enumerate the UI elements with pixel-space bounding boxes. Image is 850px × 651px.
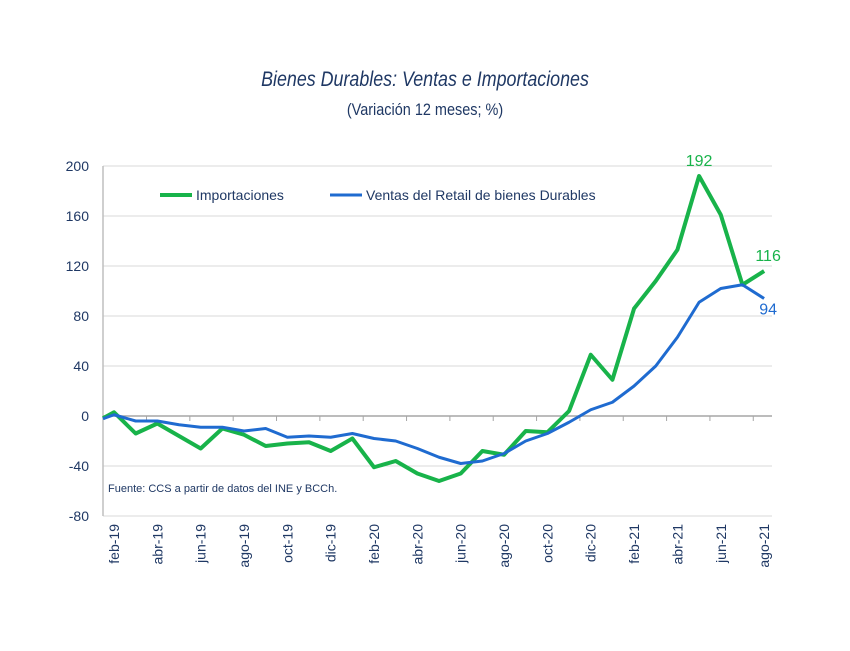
series-line-ventas-retail: [102, 283, 765, 465]
data-label: 192: [686, 153, 713, 170]
x-tick-label: jun-19: [193, 524, 209, 564]
data-label: 94: [759, 302, 777, 319]
y-tick-label: 80: [73, 308, 89, 324]
x-tick-label: feb-21: [626, 524, 642, 564]
x-tick-label: ago-20: [496, 524, 512, 568]
y-tick-label: 120: [66, 258, 90, 274]
x-tick-label: abr-19: [149, 524, 165, 565]
x-tick-label: dic-19: [323, 524, 339, 562]
x-tick-label: oct-20: [539, 524, 555, 563]
x-tick-label: ago-19: [236, 524, 252, 568]
x-tick-label: ago-21: [756, 524, 772, 568]
x-tick-label: jun-20: [453, 524, 469, 564]
y-tick-label: 160: [66, 208, 90, 224]
y-tick-label: 40: [73, 358, 89, 374]
source-note: Fuente: CCS a partir de datos del INE y …: [108, 483, 337, 495]
x-tick-label: oct-19: [279, 524, 295, 563]
x-tick-label: feb-20: [366, 524, 382, 564]
y-tick-label: 0: [81, 408, 89, 424]
chart-title: Bienes Durables: Ventas e Importaciones: [261, 68, 589, 91]
x-tick-label: abr-20: [409, 524, 425, 565]
x-tick-label: abr-21: [669, 524, 685, 565]
x-tick-label: dic-20: [583, 524, 599, 562]
data-label: 116: [755, 248, 781, 265]
legend-label: Ventas del Retail de bienes Durables: [366, 187, 596, 203]
y-tick-label: -80: [69, 508, 89, 524]
x-tick-label: feb-19: [106, 524, 122, 564]
y-tick-label: -40: [69, 458, 89, 474]
chart-subtitle: (Variación 12 meses; %): [346, 100, 504, 119]
x-tick-label: jun-21: [713, 524, 729, 564]
y-tick-label: 200: [66, 158, 90, 174]
series-line-importaciones: [102, 174, 766, 483]
legend-label: Importaciones: [196, 187, 284, 203]
